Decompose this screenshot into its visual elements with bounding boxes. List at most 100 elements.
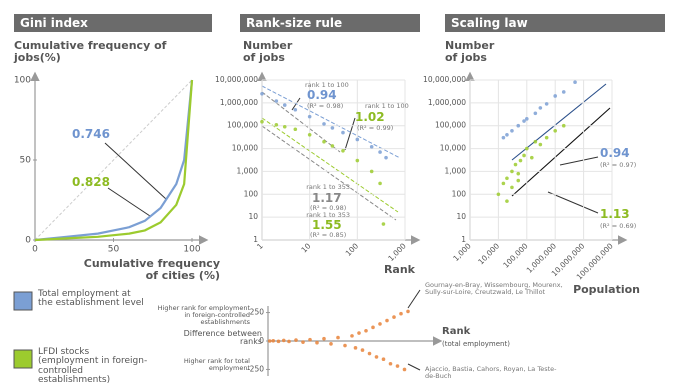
- y-tick-label: 250: [250, 308, 265, 317]
- series-line: [34, 79, 194, 242]
- y-axis-label: Number of jobs: [445, 39, 495, 64]
- data-point: [510, 185, 514, 190]
- data-point: [399, 311, 403, 316]
- legend-swatch: [13, 291, 33, 311]
- y-tick-label: 1,000: [445, 166, 467, 175]
- data-point: [271, 338, 276, 343]
- y-tick-label: 1,000: [237, 166, 259, 175]
- data-point: [341, 148, 345, 153]
- y-tick-label: 10,000: [232, 144, 258, 153]
- legend-swatch: [13, 349, 33, 369]
- data-point: [385, 318, 389, 323]
- x-axis-label: Cumulative frequency of cities (%): [83, 257, 220, 282]
- y-tick-label: 1,000,000: [428, 98, 466, 107]
- data-point: [329, 342, 333, 346]
- data-point: [322, 139, 326, 144]
- data-point: [501, 181, 506, 186]
- y-axis-label: Difference between ranks: [183, 329, 262, 347]
- annotation: Gournay-en-Bray, Wissembourg, Mourenx, S…: [425, 281, 563, 296]
- data-point: [276, 339, 281, 344]
- annotation: (R² = 0.98): [310, 204, 347, 212]
- data-point: [307, 114, 312, 119]
- data-point: [501, 135, 506, 140]
- data-point: [301, 340, 305, 344]
- data-point: [378, 181, 382, 186]
- data-point: [281, 338, 286, 343]
- data-point: [384, 155, 388, 160]
- x-tick-label: 1: [255, 241, 265, 251]
- data-point: [374, 355, 379, 359]
- annotation: (R² = 0.98): [307, 102, 344, 110]
- data-point: [260, 119, 264, 124]
- data-point: [510, 169, 514, 174]
- data-point: [293, 107, 298, 112]
- data-point: [510, 128, 514, 133]
- data-point: [287, 339, 291, 344]
- series-line: [34, 79, 194, 242]
- data-point: [553, 94, 557, 98]
- data-point: [315, 340, 319, 345]
- data-point: [381, 222, 386, 226]
- x-tick-label: 10: [299, 241, 312, 254]
- legend-label: Total employment at the establishment le…: [38, 289, 144, 309]
- y-tick-label: 10: [248, 212, 258, 221]
- annotation: Ajaccio, Bastia, Cahors, Royan, La Teste…: [425, 365, 557, 380]
- annotation: 1.13: [600, 207, 630, 221]
- annotation: 0.94: [600, 146, 630, 160]
- data-point: [353, 346, 358, 350]
- data-point: [538, 106, 543, 110]
- data-point: [369, 144, 374, 149]
- data-point: [369, 169, 374, 174]
- data-point: [525, 146, 529, 151]
- data-point: [378, 322, 382, 326]
- data-point: [513, 162, 518, 167]
- data-point: [350, 334, 354, 338]
- data-point: [388, 361, 393, 366]
- data-point: [364, 328, 368, 333]
- data-point: [544, 102, 549, 106]
- annotation: rank 1 to 353: [306, 183, 350, 191]
- y-tick-label: 100,000: [227, 121, 258, 130]
- y-tick-label: 10,000,000: [215, 75, 258, 84]
- data-point: [378, 150, 382, 154]
- data-point: [371, 325, 375, 330]
- data-point: [538, 142, 543, 147]
- y-tick-label: 1,000,000: [220, 98, 258, 107]
- y-tick-label: 100: [244, 189, 259, 198]
- data-point: [282, 124, 287, 129]
- data-point: [322, 122, 326, 126]
- panel-title: Scaling law: [445, 14, 665, 32]
- annotation: 1.55: [312, 218, 342, 232]
- x-tick-label: 10,000: [476, 241, 501, 266]
- data-point: [308, 337, 312, 342]
- data-point: [322, 336, 326, 341]
- annotation: (R² = 0.99): [357, 124, 394, 132]
- data-point: [516, 123, 521, 128]
- x-tick-label: 50: [108, 245, 120, 255]
- data-point: [330, 126, 335, 130]
- x-axis-label: Rank: [383, 263, 415, 276]
- data-point: [402, 367, 407, 372]
- data-point: [544, 135, 549, 140]
- panel-title: Rank-size rule: [240, 14, 420, 32]
- data-point: [522, 153, 526, 158]
- y-tick-label: 100: [14, 76, 31, 86]
- data-point: [392, 315, 396, 319]
- data-point: [522, 119, 526, 123]
- x-tick-label: 1,000: [451, 241, 473, 263]
- y-tick-label: -250: [247, 364, 264, 373]
- x-axis-label: Population: [573, 283, 640, 296]
- data-point: [355, 158, 360, 163]
- data-point: [496, 192, 501, 197]
- data-point: [293, 127, 298, 132]
- legend-label: LFDI stocks (employment in foreign-contr…: [38, 347, 148, 384]
- x-axis-note: (total employment): [442, 340, 510, 348]
- data-point: [343, 343, 347, 348]
- data-point: [525, 117, 529, 121]
- data-point: [505, 176, 509, 181]
- data-point: [516, 171, 521, 176]
- data-point: [274, 99, 279, 103]
- y-tick-label: 10,000,000: [423, 75, 466, 84]
- annotation: 0.828: [72, 175, 110, 189]
